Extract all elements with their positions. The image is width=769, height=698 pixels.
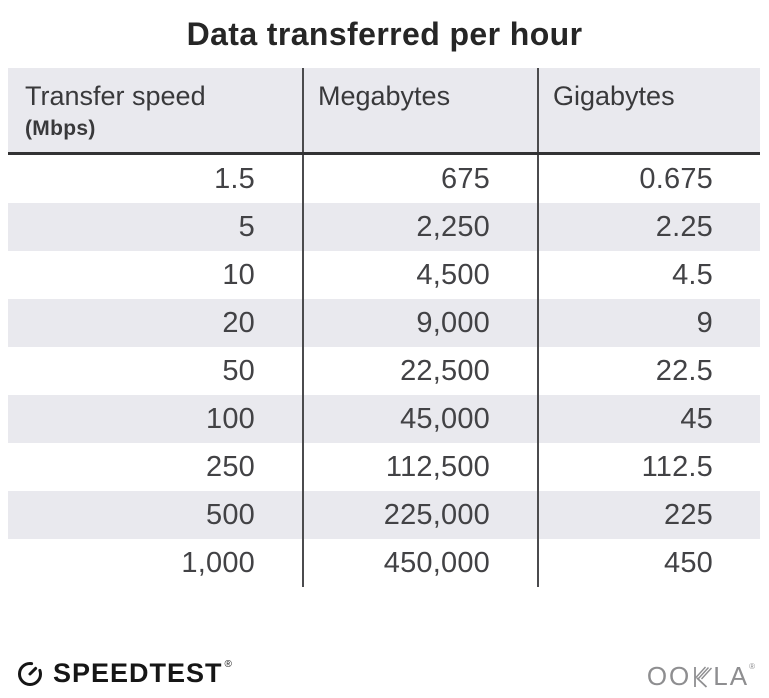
table-cell: 10 — [222, 259, 255, 291]
speedtest-wordmark: SPEEDTEST — [53, 658, 223, 688]
table-cell: 2,250 — [302, 203, 537, 251]
page-title: Data transferred per hour — [186, 16, 583, 52]
table-row: 1,000 450,000 450 — [8, 539, 760, 587]
table-cell: 50 — [222, 355, 255, 387]
table-cell: 1.5 — [214, 163, 255, 195]
table-cell: 4,500 — [302, 251, 537, 299]
table-cell: 0.675 — [537, 155, 760, 203]
table-cell: 45,000 — [302, 395, 537, 443]
table-cell: 9,000 — [302, 299, 537, 347]
table-row: 250 112,500 112.5 — [8, 443, 760, 491]
table-cell: 500 — [206, 499, 255, 531]
table-row: 10 4,500 4.5 — [8, 251, 760, 299]
table-cell: 225,000 — [302, 491, 537, 539]
table-cell: 100 — [206, 403, 255, 435]
ookla-wordmark-right: LA — [713, 661, 750, 691]
table-cell: 2.25 — [537, 203, 760, 251]
table-cell: 112,500 — [302, 443, 537, 491]
speedtest-gauge-icon — [18, 661, 42, 686]
ookla-k-icon — [694, 666, 713, 688]
column-header-label: Gigabytes — [553, 81, 675, 111]
table-cell: 5 — [238, 211, 255, 243]
column-header-transfer-speed: Transfer speed (Mbps) — [8, 68, 302, 152]
table-row: 50 22,500 22.5 — [8, 347, 760, 395]
ookla-trademark-icon: ® — [749, 662, 755, 671]
table-header-row: Transfer speed (Mbps) Megabytes Gigabyte… — [8, 68, 760, 155]
column-header-label: Megabytes — [318, 81, 451, 111]
column-header-label: Transfer speed — [25, 81, 206, 111]
table-row: 20 9,000 9 — [8, 299, 760, 347]
footer: SPEEDTEST ® OO LA ® — [0, 650, 769, 698]
table-body: 1.5 675 0.675 5 2,250 2.25 10 4,500 4.5 20 9,000 9 5… — [8, 155, 760, 587]
column-header-megabytes: Megabytes — [302, 68, 537, 152]
column-header-unit-label: (Mbps) — [25, 117, 96, 140]
table-row: 5 2,250 2.25 — [8, 203, 760, 251]
ookla-wordmark-left: OO — [646, 661, 692, 691]
table-cell: 20 — [222, 307, 255, 339]
table-cell: 4.5 — [537, 251, 760, 299]
table-cell: 112.5 — [537, 443, 760, 491]
column-header-gigabytes: Gigabytes — [537, 68, 760, 152]
speedtest-logo: SPEEDTEST ® — [16, 658, 232, 689]
table-cell: 450,000 — [302, 539, 537, 587]
registered-trademark-icon: ® — [224, 659, 232, 670]
table-cell: 22,500 — [302, 347, 537, 395]
table-cell: 9 — [537, 299, 760, 347]
table-cell: 450 — [537, 539, 760, 587]
table-cell: 675 — [302, 155, 537, 203]
table-row: 1.5 675 0.675 — [8, 155, 760, 203]
table-cell: 1,000 — [181, 547, 255, 579]
data-table: Transfer speed (Mbps) Megabytes Gigabyte… — [8, 68, 760, 587]
table-row: 100 45,000 45 — [8, 395, 760, 443]
table-cell: 45 — [537, 395, 760, 443]
table-row: 500 225,000 225 — [8, 491, 760, 539]
table-cell: 22.5 — [537, 347, 760, 395]
ookla-logo: OO LA ® — [646, 661, 755, 691]
table-cell: 225 — [537, 491, 760, 539]
table-cell: 250 — [206, 451, 255, 483]
